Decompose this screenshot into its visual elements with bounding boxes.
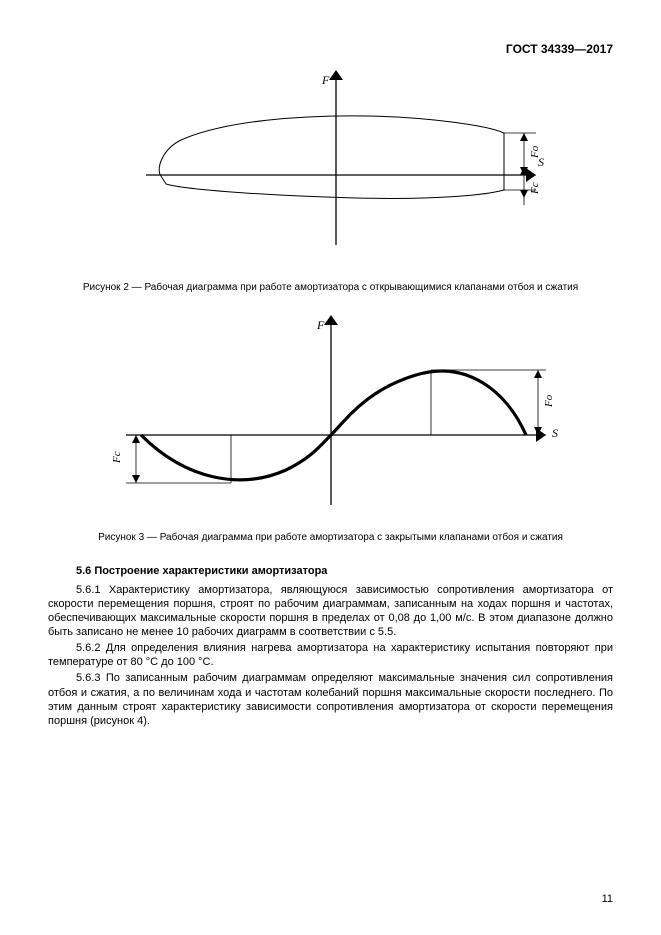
svg-text:F: F <box>316 318 325 332</box>
figure-3-diagram: F S Fо Fс <box>86 315 576 520</box>
figure-3: F S Fо Fс <box>48 315 613 520</box>
figure-2-caption: Рисунок 2 — Рабочая диаграмма при работе… <box>48 282 613 293</box>
svg-text:Fо: Fо <box>529 145 541 159</box>
figure-2: FSFоFс <box>48 70 613 270</box>
svg-text:Fо: Fо <box>543 394 555 408</box>
figure-2-diagram: FSFоFс <box>106 70 556 270</box>
figure-3-caption: Рисунок 3 — Рабочая диаграмма при работе… <box>48 532 613 543</box>
svg-text:S: S <box>552 426 558 440</box>
page-number: 11 <box>602 893 613 905</box>
section-heading-5-6: 5.6 Построение характеристики амортизато… <box>76 565 613 577</box>
svg-text:Fс: Fс <box>529 182 541 195</box>
svg-text:F: F <box>321 73 330 87</box>
page: ГОСТ 34339—2017 F S Fо Fс Рисунок 2 — Рабоч… <box>0 0 661 935</box>
svg-text:Fс: Fс <box>111 451 123 464</box>
document-header: ГОСТ 34339—2017 <box>48 42 613 56</box>
paragraph-5-6-3: 5.6.3 По записанным рабочим диаграммам о… <box>48 671 613 727</box>
paragraph-5-6-1: 5.6.1 Характеристику амортизатора, являю… <box>48 583 613 639</box>
paragraph-5-6-2: 5.6.2 Для определения влияния нагрева ам… <box>48 641 613 669</box>
